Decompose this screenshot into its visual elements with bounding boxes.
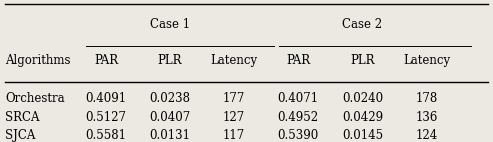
Text: PLR: PLR <box>350 54 375 67</box>
Text: SJCA: SJCA <box>5 129 35 142</box>
Text: 177: 177 <box>223 92 246 105</box>
Text: 0.5581: 0.5581 <box>85 129 127 142</box>
Text: 0.0429: 0.0429 <box>342 111 383 124</box>
Text: 0.0145: 0.0145 <box>342 129 383 142</box>
Text: Latency: Latency <box>403 54 450 67</box>
Text: 117: 117 <box>223 129 246 142</box>
Text: 0.0240: 0.0240 <box>342 92 383 105</box>
Text: Algorithms: Algorithms <box>5 54 70 67</box>
Text: 0.4952: 0.4952 <box>278 111 319 124</box>
Text: 0.0238: 0.0238 <box>149 92 191 105</box>
Text: 127: 127 <box>223 111 246 124</box>
Text: 0.0407: 0.0407 <box>149 111 191 124</box>
Text: Case 2: Case 2 <box>342 18 383 31</box>
Text: 0.0131: 0.0131 <box>149 129 191 142</box>
Text: SRCA: SRCA <box>5 111 39 124</box>
Text: 0.5390: 0.5390 <box>278 129 319 142</box>
Text: 0.4071: 0.4071 <box>278 92 319 105</box>
Text: 178: 178 <box>415 92 438 105</box>
Text: 124: 124 <box>415 129 438 142</box>
Text: PAR: PAR <box>94 54 118 67</box>
Text: 136: 136 <box>415 111 438 124</box>
Text: Latency: Latency <box>211 54 258 67</box>
Text: Case 1: Case 1 <box>150 18 190 31</box>
Text: PAR: PAR <box>286 54 310 67</box>
Text: Orchestra: Orchestra <box>5 92 65 105</box>
Text: 0.5127: 0.5127 <box>85 111 127 124</box>
Text: 0.4091: 0.4091 <box>85 92 127 105</box>
Text: PLR: PLR <box>158 54 182 67</box>
